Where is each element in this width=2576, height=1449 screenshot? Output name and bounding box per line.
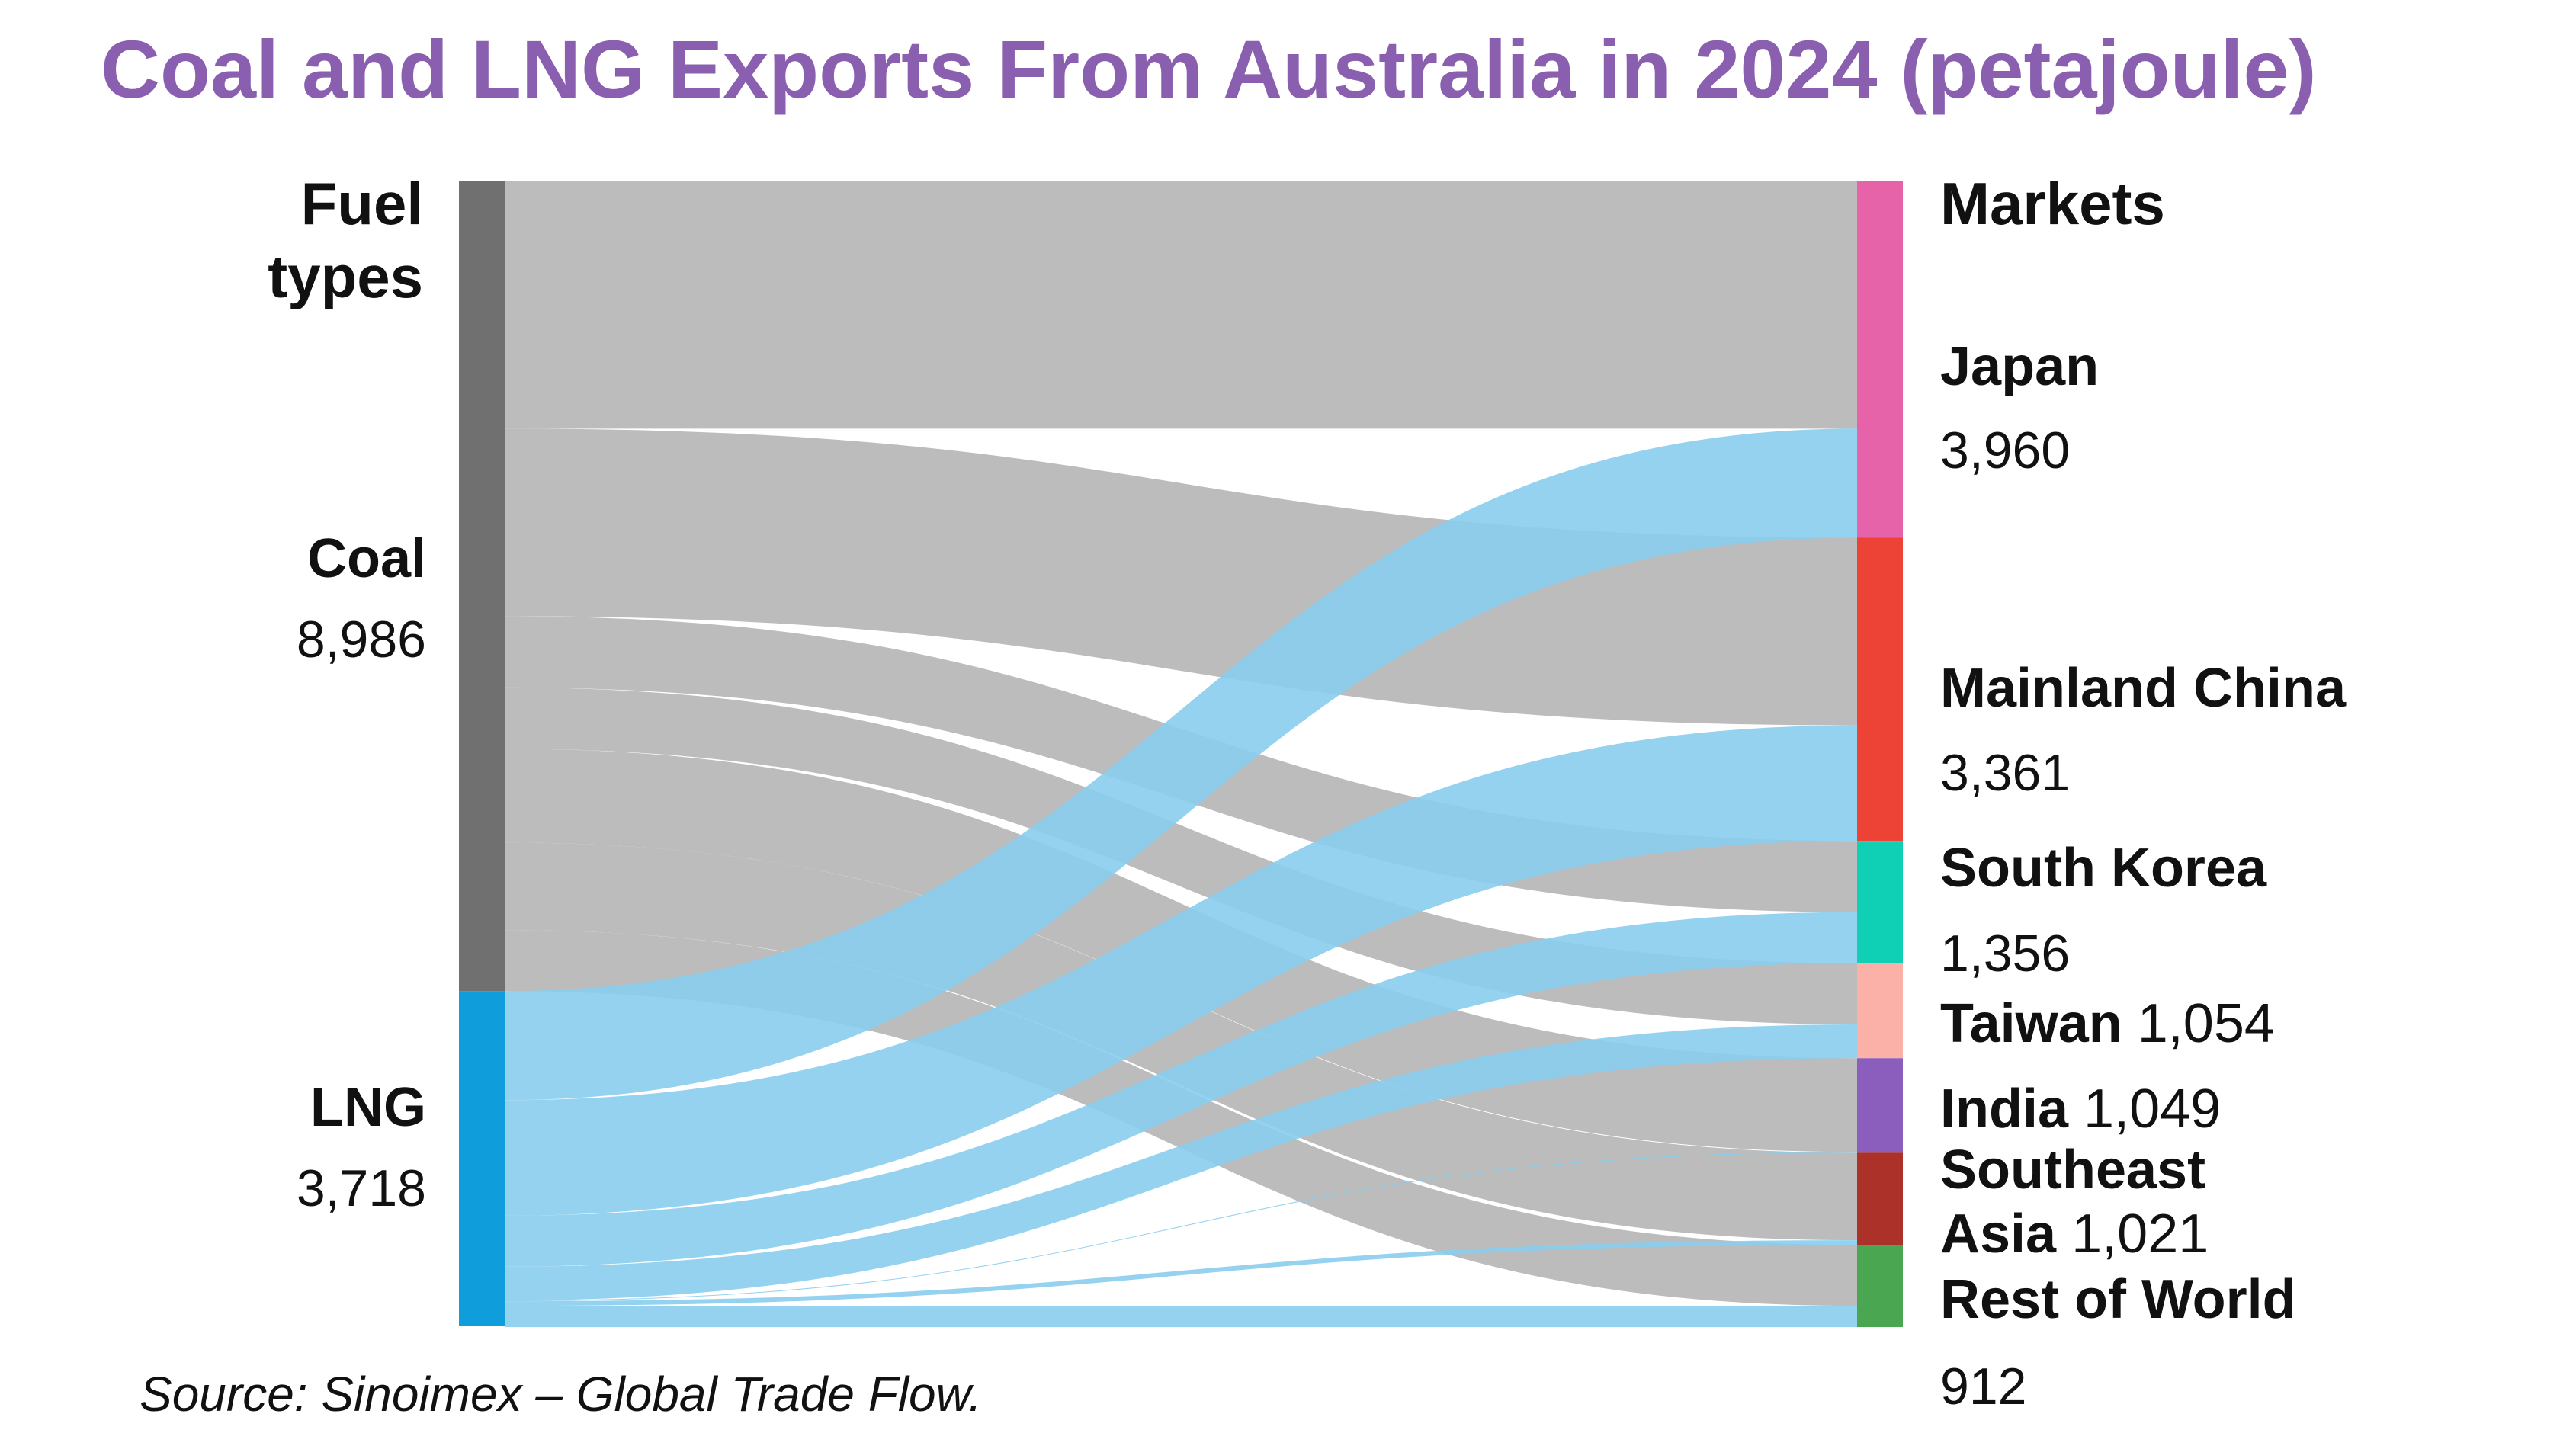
- sankey-nodes: [459, 181, 1903, 1328]
- node-japan: [1857, 181, 1903, 538]
- market-label-row-india: India 1,049: [1940, 1078, 2221, 1140]
- fuel-label-coal: Coal: [306, 528, 426, 589]
- market-label-mainland-china: Mainland China: [1940, 658, 2347, 719]
- link-coal-to-taiwan: [505, 687, 1857, 1025]
- fuel-value-lng: 3,718: [296, 1159, 426, 1217]
- link-lng-to-taiwan: [505, 1024, 1857, 1301]
- link-lng-to-mainland-china: [505, 725, 1857, 1216]
- market-label-southeast-asia-line1: Southeast: [1940, 1140, 2206, 1201]
- node-india: [1857, 1058, 1903, 1153]
- source-note: Source: Sinoimex – Global Trade Flow.: [140, 1367, 983, 1422]
- market-label-japan: Japan: [1940, 336, 2100, 397]
- market-value-south-korea: 1,356: [1940, 925, 2071, 983]
- market-value-taiwan: 1,054: [2137, 993, 2275, 1054]
- market-value-rest-of-world: 912: [1940, 1358, 2027, 1415]
- link-coal-to-mainland-china: [505, 428, 1857, 726]
- market-label-row-southeast-asia: Asia 1,021: [1940, 1203, 2209, 1265]
- chart-title: Coal and LNG Exports From Australia in 2…: [101, 23, 2317, 115]
- market-label-south-korea: South Korea: [1940, 838, 2267, 899]
- link-lng-to-south-korea: [505, 912, 1857, 1267]
- market-label-rest-of-world: Rest of World: [1940, 1269, 2296, 1330]
- market-value-india: 1,049: [2084, 1079, 2222, 1140]
- market-value-japan: 3,960: [1940, 422, 2071, 479]
- node-coal: [459, 181, 505, 992]
- market-label-india: India: [1940, 1079, 2069, 1140]
- market-label-row-taiwan: Taiwan 1,054: [1940, 992, 2275, 1055]
- link-lng-to-india: [505, 1152, 1857, 1302]
- node-southeast-asia: [1857, 1152, 1903, 1245]
- market-label-taiwan: Taiwan: [1940, 993, 2122, 1054]
- sankey-links: [505, 181, 1857, 1328]
- link-lng-to-southeast-asia: [505, 1240, 1857, 1306]
- fuel-types-header-line1: Fuel: [300, 170, 423, 237]
- link-lng-to-japan: [505, 428, 1857, 1101]
- node-taiwan: [1857, 963, 1903, 1059]
- markets-header: Markets: [1940, 170, 2165, 237]
- market-label-southeast-asia-line2: Asia: [1940, 1204, 2057, 1265]
- node-rest-of-world: [1857, 1245, 1903, 1328]
- market-value-mainland-china: 3,361: [1940, 744, 2071, 802]
- node-lng: [459, 991, 505, 1326]
- node-south-korea: [1857, 841, 1903, 963]
- node-mainland-china: [1857, 537, 1903, 842]
- link-coal-to-japan: [505, 181, 1857, 429]
- fuel-label-lng: LNG: [310, 1077, 426, 1138]
- fuel-types-header-line2: types: [268, 243, 423, 310]
- market-value-southeast-asia: 1,021: [2071, 1204, 2209, 1265]
- link-lng-to-rest-of-world: [505, 1306, 1857, 1328]
- fuel-value-coal: 8,986: [296, 611, 426, 668]
